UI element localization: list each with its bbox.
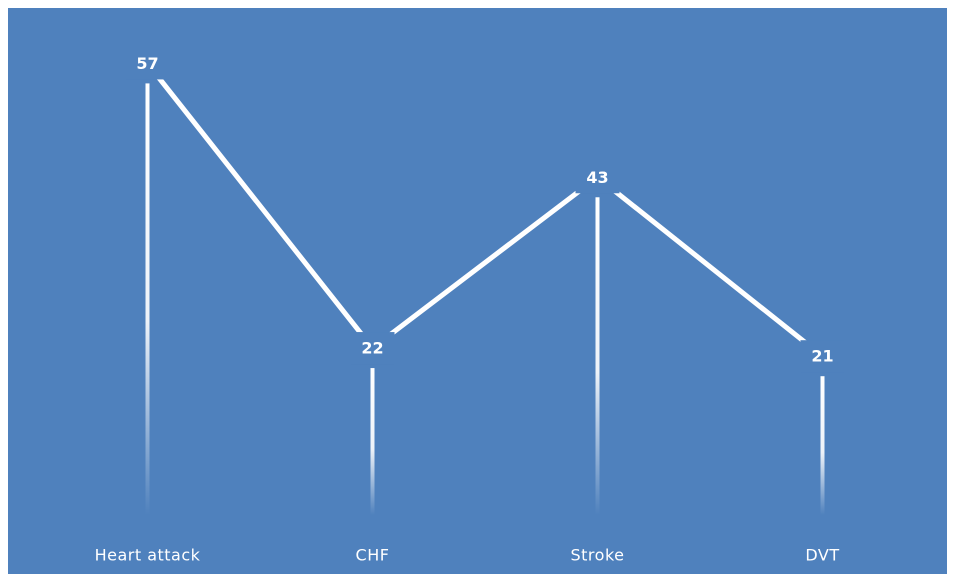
x-tick-label: Stroke [571,546,625,565]
label-mask [350,332,395,365]
data-label: 57 [136,54,158,73]
drop-line [145,83,150,516]
drop-line [370,368,375,515]
x-tick-label: CHF [356,546,390,565]
x-tick-label: DVT [805,546,839,565]
line [145,61,825,359]
label-mask [125,47,170,80]
data-label: 43 [586,168,608,187]
x-tick-label: Heart attack [95,546,201,565]
label-mask [800,340,845,373]
chart-background [8,8,947,574]
label-mask [575,161,620,194]
drop-line [595,197,600,515]
data-label: 21 [811,347,833,366]
drop-line [820,376,825,515]
data-label: 22 [361,339,383,358]
